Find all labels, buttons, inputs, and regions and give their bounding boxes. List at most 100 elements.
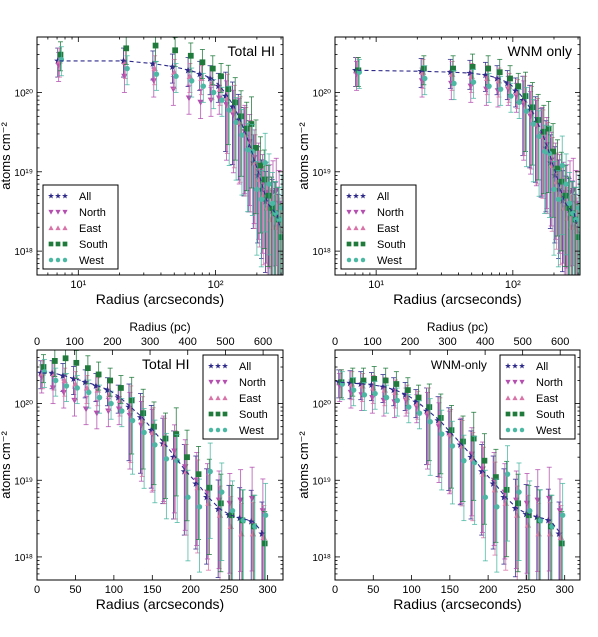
legend-label: West xyxy=(79,255,104,267)
data-point-south xyxy=(562,192,569,199)
data-point-north xyxy=(197,99,204,106)
data-point-west xyxy=(141,429,147,436)
legend-marker xyxy=(346,209,352,215)
data-point-west xyxy=(163,456,170,462)
data-point-south xyxy=(195,471,202,478)
data-point-south xyxy=(232,99,239,106)
data-point-south xyxy=(382,377,389,384)
legend-marker xyxy=(519,411,525,417)
data-point-south xyxy=(265,192,272,199)
data-point-south xyxy=(225,86,232,93)
legend-marker xyxy=(519,379,525,385)
data-point-west xyxy=(559,512,566,518)
x-tick-label: 10¹ xyxy=(368,279,384,291)
plot-area xyxy=(37,350,269,580)
data-point-south xyxy=(558,540,565,547)
series-south xyxy=(338,366,565,580)
data-point-west xyxy=(262,160,268,166)
data-point-south xyxy=(515,83,522,90)
x2-axis-label: Radius (pc) xyxy=(129,320,190,334)
data-point-north xyxy=(71,397,78,404)
data-point-north xyxy=(105,408,112,415)
data-point-west xyxy=(173,73,179,79)
data-point-south xyxy=(558,178,565,185)
x-axis-label: Radius (arcseconds) xyxy=(393,291,521,307)
data-point-south xyxy=(360,377,367,384)
legend-label: East xyxy=(239,393,261,405)
data-point-west xyxy=(546,150,553,157)
x2-tick-label: 300 xyxy=(438,336,456,348)
x-axis-label: Radius (arcseconds) xyxy=(96,596,224,612)
legend-label: All xyxy=(79,191,91,203)
data-point-north xyxy=(49,385,57,392)
data-point-west xyxy=(486,83,492,89)
data-point-west xyxy=(383,394,390,401)
legend-marker xyxy=(360,257,366,263)
data-point-south xyxy=(184,454,190,461)
data-point-all xyxy=(412,398,420,406)
data-point-west xyxy=(461,457,467,464)
data-point-north xyxy=(60,389,67,396)
legend-marker xyxy=(360,225,366,231)
legend-marker xyxy=(512,362,518,369)
axes-frame xyxy=(334,349,581,581)
data-point-south xyxy=(481,457,488,464)
x-axis-label: Radius (arcseconds) xyxy=(393,596,521,612)
legend-label: South xyxy=(239,409,268,421)
data-point-south xyxy=(199,59,206,66)
data-point-west xyxy=(226,107,232,113)
data-point-west xyxy=(494,504,500,510)
data-point-north xyxy=(259,508,267,514)
data-point-all xyxy=(511,504,520,512)
x2-tick-label: 500 xyxy=(513,336,531,348)
data-point-south xyxy=(522,93,529,99)
data-point-all xyxy=(159,439,167,447)
data-point-south xyxy=(450,65,456,72)
y-axis-label: atoms cm⁻² xyxy=(0,122,13,190)
data-point-west xyxy=(196,504,203,510)
legend-marker xyxy=(62,225,68,231)
data-point-all xyxy=(478,467,486,475)
data-point-west xyxy=(152,442,158,448)
legend-marker xyxy=(55,241,61,247)
data-point-west xyxy=(516,99,522,106)
data-point-west xyxy=(233,119,239,126)
series-west xyxy=(356,58,580,275)
data-point-south xyxy=(507,75,513,82)
panel-title: WNM only xyxy=(507,43,572,59)
data-point-all xyxy=(202,493,211,501)
legend-marker xyxy=(208,362,214,369)
legend-label: East xyxy=(536,393,558,405)
data-point-all xyxy=(136,413,145,421)
legend-marker xyxy=(353,257,359,263)
data-point-north xyxy=(369,394,376,401)
data-point-west xyxy=(559,162,565,169)
panel-title: WNM-only xyxy=(431,358,487,372)
data-point-north xyxy=(115,406,123,413)
legend-marker xyxy=(512,427,518,433)
data-point-south xyxy=(62,355,69,362)
data-point-south xyxy=(140,410,147,417)
data-point-west xyxy=(372,390,378,397)
data-point-west xyxy=(266,181,272,187)
legend-marker xyxy=(208,411,214,417)
legend-marker xyxy=(215,362,221,369)
data-point-all xyxy=(125,403,133,411)
x-tick-label: 10² xyxy=(208,279,224,291)
y-tick-label: 10¹⁸ xyxy=(14,247,33,258)
legend-label: North xyxy=(79,207,106,219)
data-point-west xyxy=(129,417,136,424)
data-point-south xyxy=(209,65,216,72)
data-point-west xyxy=(482,494,489,500)
data-point-west xyxy=(427,419,433,425)
data-point-all xyxy=(192,479,200,487)
data-point-all xyxy=(422,407,431,415)
data-point-west xyxy=(566,200,573,207)
data-point-north xyxy=(207,97,215,104)
data-point-all xyxy=(37,369,45,377)
data-point-west xyxy=(527,508,533,514)
